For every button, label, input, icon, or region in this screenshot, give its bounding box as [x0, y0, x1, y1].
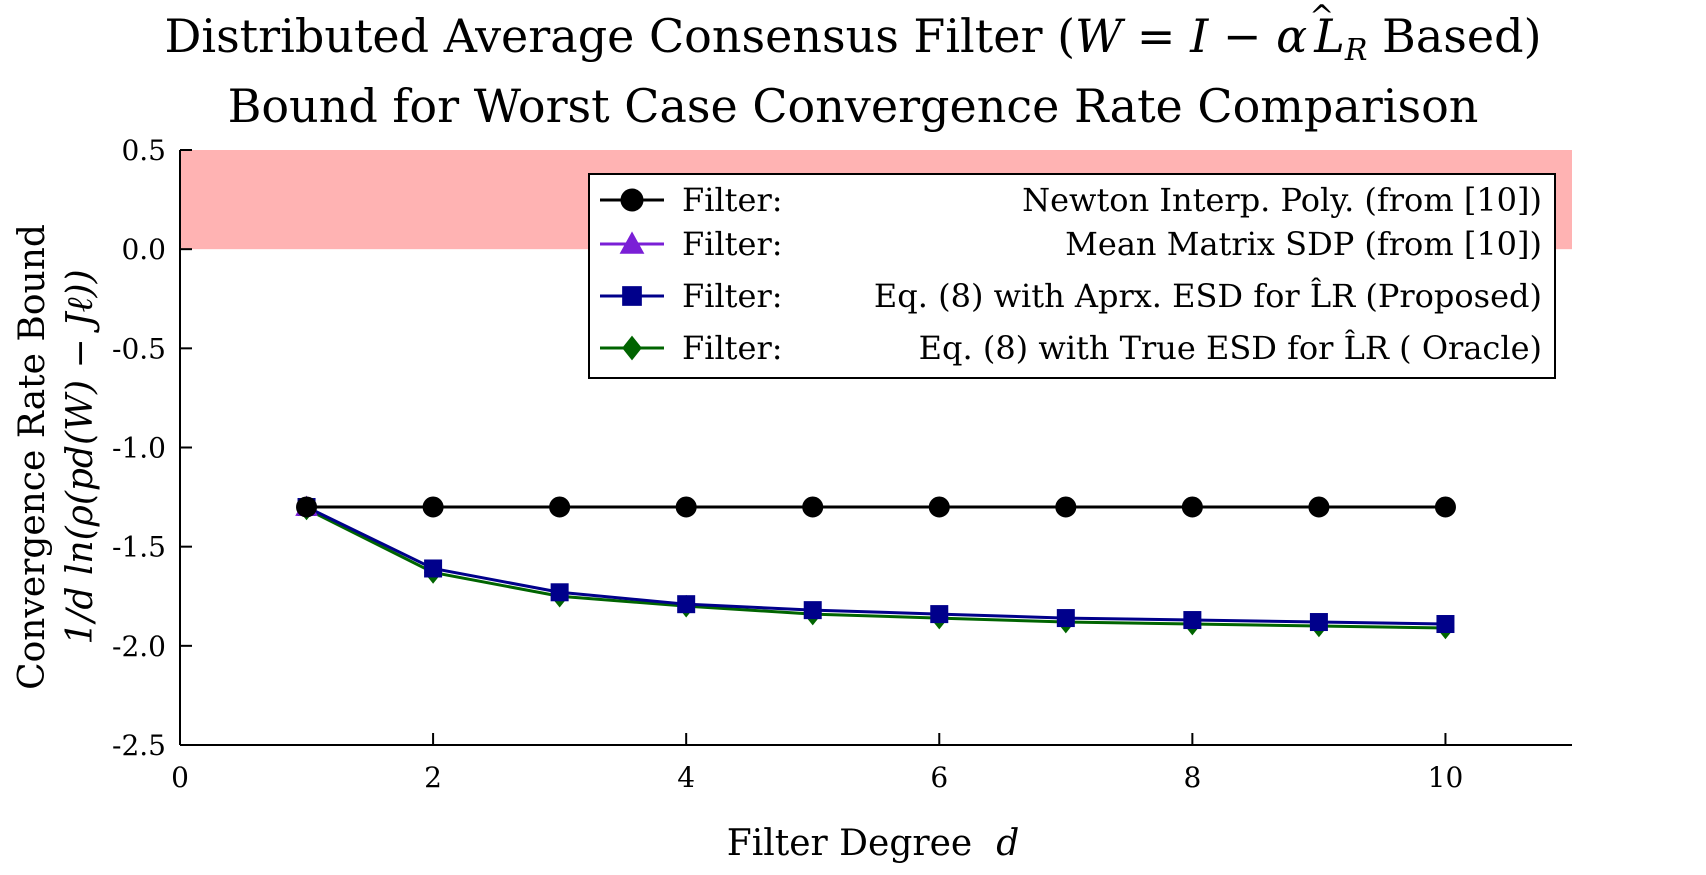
y-axis-label-line1: Convergence Rate Bound	[12, 224, 53, 690]
x-axis-label-var: d	[996, 823, 1019, 864]
y-axis-label-line2: 1/d ln(ρ(pd(W) − Jℓ))	[60, 269, 101, 644]
data-point-circle	[928, 496, 950, 518]
x-tick-label: 10	[1428, 761, 1464, 794]
y-tick-label: -2.5	[112, 729, 166, 762]
series-diamond	[297, 497, 1455, 640]
legend-description: Eq. (8) with True ESD for L̂R ( Oracle)	[919, 329, 1542, 367]
legend-entry-circle: Filter: Newton Interp. Poly. (from [10])	[600, 181, 1542, 219]
data-point-square	[930, 605, 949, 624]
data-point-circle	[1055, 496, 1077, 518]
x-tick-label: 0	[171, 761, 189, 794]
title-suffix: Based)	[1367, 9, 1541, 63]
legend-prefix: Filter:	[682, 329, 783, 367]
title-i: I	[1189, 9, 1209, 63]
legend-marker-diamond	[622, 335, 642, 361]
x-axis-label-text: Filter Degree	[727, 823, 972, 864]
series-line-diamond	[305, 507, 1446, 630]
legend-description: Eq. (8) with Aprx. ESD for L̂R (Proposed…	[874, 277, 1542, 315]
y-tick-label: -1.5	[112, 531, 166, 564]
series-circle	[296, 496, 1456, 518]
legend-marker-circle	[620, 188, 644, 212]
x-tick-label: 4	[677, 761, 695, 794]
data-point-circle	[1181, 496, 1203, 518]
series-layer	[295, 495, 1456, 640]
legend-prefix: Filter:	[682, 277, 783, 315]
series-line-square	[305, 505, 1446, 626]
data-point-square	[1056, 609, 1075, 628]
chart-subtitle: Bound for Worst Case Convergence Rate Co…	[228, 79, 1479, 133]
legend-entries: Filter: Newton Interp. Poly. (from [10])F…	[600, 181, 1542, 367]
data-point-square	[803, 601, 822, 620]
data-point-square	[424, 559, 443, 578]
data-point-circle	[422, 496, 444, 518]
data-point-square	[1183, 611, 1202, 630]
data-point-square	[550, 583, 569, 602]
y-tick-label: -2.0	[112, 630, 166, 663]
x-axis-label: Filter Degree d	[727, 823, 1020, 864]
data-point-circle	[549, 496, 571, 518]
data-point-square	[1309, 613, 1328, 632]
legend-entry-diamond: Filter: Eq. (8) with True ESD for L̂R ( O…	[600, 329, 1542, 367]
legend-marker-triangle	[619, 231, 645, 254]
legend-description: Newton Interp. Poly. (from [10])	[1022, 181, 1542, 219]
axes-layer: 0 2 4 6 8 10 0.5 0.0 -0.5 -1.0 -1.5 -2.0 -2.5	[112, 134, 1572, 794]
title-prefix: Distributed Average Consensus Filter (	[164, 9, 1075, 63]
title-minus: −	[1208, 9, 1276, 63]
y-tick-label: 0.5	[121, 134, 166, 167]
title-hat: ^	[1309, 0, 1334, 34]
data-point-circle	[802, 496, 824, 518]
y-tick-label: 0.0	[121, 233, 166, 266]
data-point-square	[1436, 615, 1455, 634]
title-w: W	[1075, 9, 1126, 63]
title-eq: =	[1122, 9, 1190, 63]
legend-entry-triangle: Filter: Mean Matrix SDP (from [10])	[600, 225, 1542, 263]
legend: Filter: Newton Interp. Poly. (from [10])F…	[588, 173, 1556, 379]
y-tick-label: -1.0	[112, 432, 166, 465]
legend-marker-square	[622, 286, 642, 306]
title-r-sub: R	[1344, 33, 1368, 68]
legend-prefix: Filter:	[682, 225, 783, 263]
x-tick-label: 2	[424, 761, 442, 794]
data-point-circle	[296, 496, 318, 518]
title-l: L	[1313, 9, 1345, 63]
x-tick-label: 6	[930, 761, 948, 794]
data-point-circle	[675, 496, 697, 518]
data-point-square	[677, 595, 696, 614]
legend-description: Mean Matrix SDP (from [10])	[1065, 225, 1542, 263]
chart-title: Distributed Average Consensus Filter (W …	[164, 0, 1541, 68]
title-alpha: α	[1276, 9, 1307, 63]
x-tick-label: 8	[1183, 761, 1201, 794]
legend-prefix: Filter:	[682, 181, 783, 219]
legend-entry-square: Filter: Eq. (8) with Aprx. ESD for L̂R (P…	[600, 277, 1542, 315]
y-tick-label: -0.5	[112, 332, 166, 365]
data-point-circle	[1434, 496, 1456, 518]
legend-box	[588, 173, 1556, 379]
series-square	[297, 498, 1455, 634]
data-point-circle	[1308, 496, 1330, 518]
